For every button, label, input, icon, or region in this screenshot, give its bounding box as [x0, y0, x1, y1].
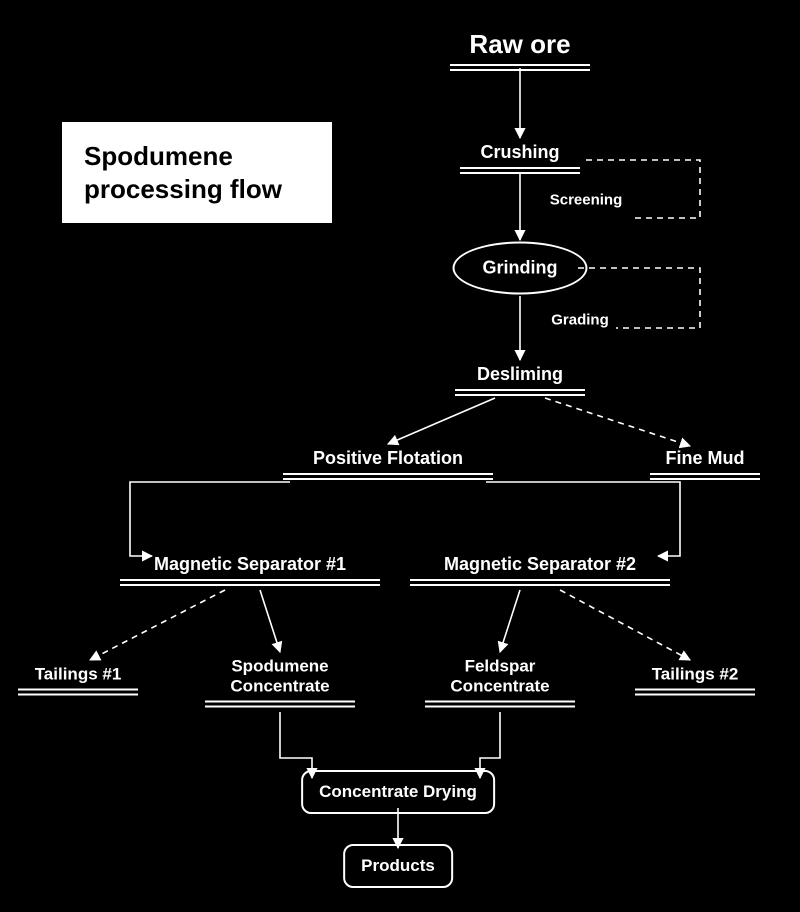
- node-raw_ore: Raw ore: [450, 29, 590, 71]
- edge-9: [90, 590, 225, 660]
- node-positive_flotation: Positive Flotation: [283, 448, 493, 480]
- node-label: Magnetic Separator #1: [120, 554, 380, 586]
- node-spod_conc: Spodumene Concentrate: [205, 657, 355, 708]
- node-label: Tailings #1: [18, 665, 138, 696]
- diagram-canvas: Spodumene processing flow Raw ore Crushin…: [0, 0, 800, 912]
- edge-3: [586, 160, 700, 218]
- node-label: Grinding: [483, 258, 558, 279]
- edge-label-grading: Grading: [551, 312, 609, 329]
- node-crushing: Crushing: [460, 142, 580, 174]
- edge-label-screening: Screening: [550, 192, 623, 209]
- node-label: Crushing: [460, 142, 580, 174]
- node-tailings2: Tailings #2: [635, 665, 755, 696]
- node-desliming: Desliming: [455, 364, 585, 396]
- node-fine_mud: Fine Mud: [650, 448, 760, 480]
- node-label: Desliming: [455, 364, 585, 396]
- node-label: Tailings #2: [635, 665, 755, 696]
- edge-7: [130, 482, 290, 556]
- node-label: Magnetic Separator #2: [410, 554, 670, 586]
- node-tailings1: Tailings #1: [18, 665, 138, 696]
- node-label: Products: [361, 856, 435, 876]
- edge-6: [545, 398, 690, 446]
- edge-5: [388, 398, 495, 444]
- edge-13: [280, 712, 312, 778]
- node-label: Fine Mud: [650, 448, 760, 480]
- node-feld_conc: Feldspar Concentrate: [425, 657, 575, 708]
- node-drying: Concentrate Drying: [301, 770, 495, 814]
- node-products: Products: [343, 844, 453, 888]
- edge-12: [560, 590, 690, 660]
- node-label: Spodumene Concentrate: [205, 657, 355, 708]
- node-mag2: Magnetic Separator #2: [410, 554, 670, 586]
- edge-10: [260, 590, 280, 652]
- node-label: Concentrate Drying: [319, 782, 477, 802]
- edge-14: [480, 712, 500, 778]
- diagram-title: Spodumene processing flow: [62, 122, 332, 223]
- node-mag1: Magnetic Separator #1: [120, 554, 380, 586]
- edge-11: [500, 590, 520, 652]
- node-label: Raw ore: [450, 29, 590, 71]
- node-label: Positive Flotation: [283, 448, 493, 480]
- edge-8: [486, 482, 680, 556]
- node-label: Feldspar Concentrate: [425, 657, 575, 708]
- node-grinding: Grinding: [453, 242, 588, 295]
